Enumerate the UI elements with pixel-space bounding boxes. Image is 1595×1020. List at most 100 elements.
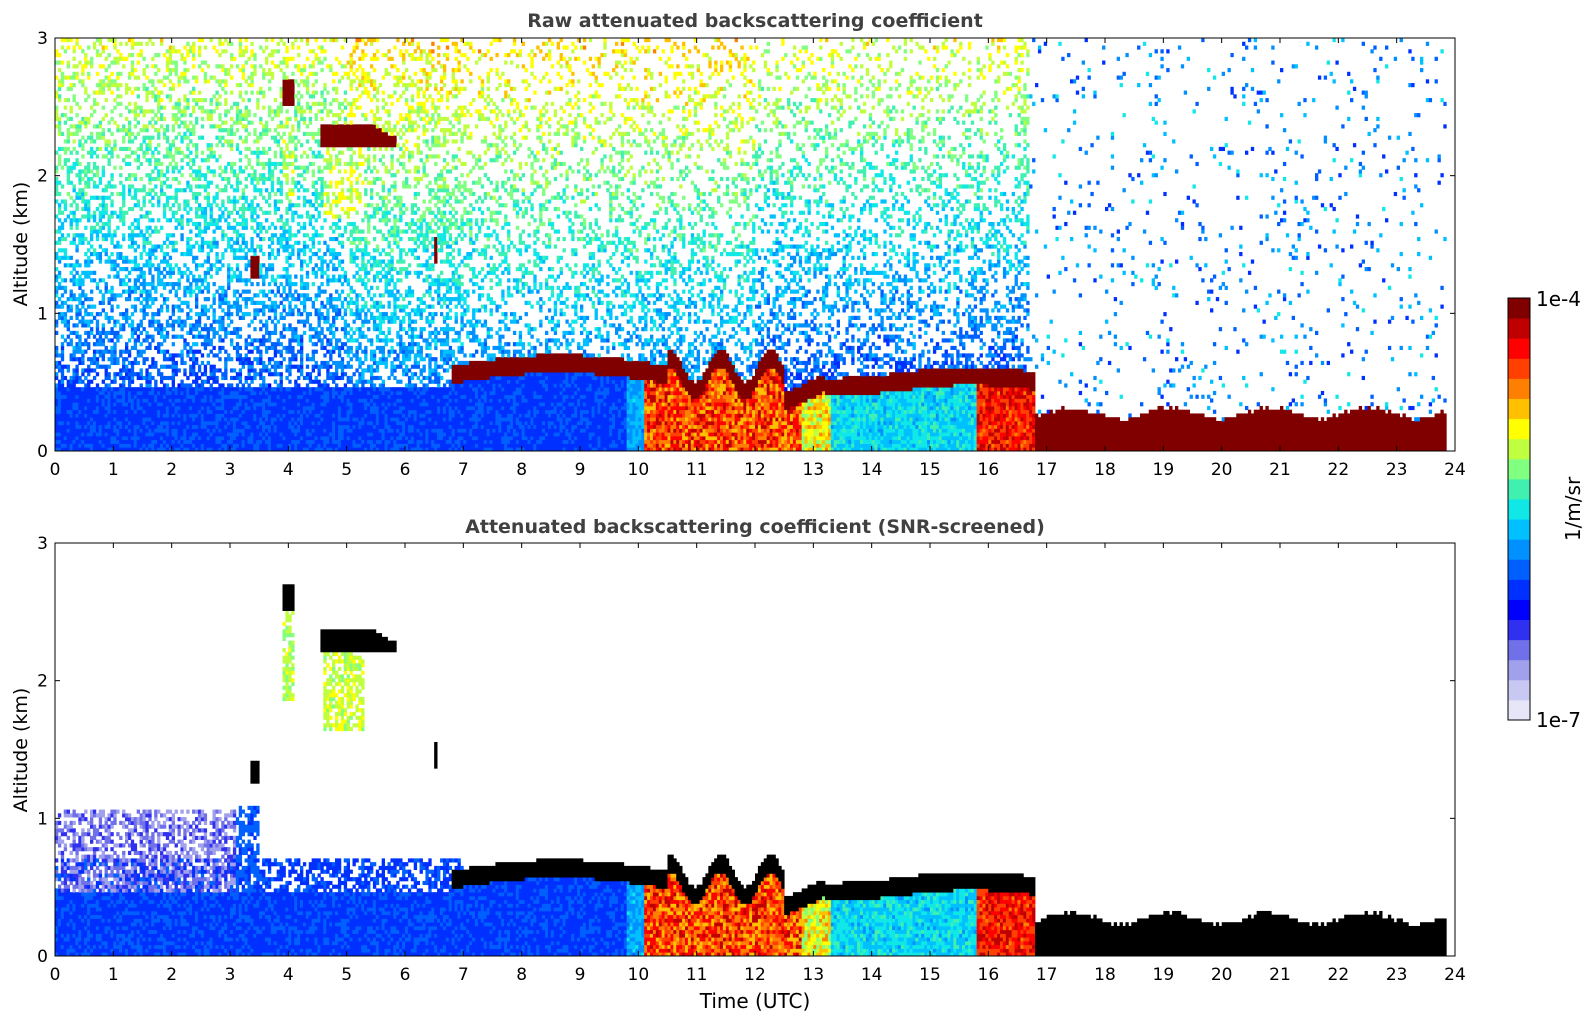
heat-cell bbox=[163, 383, 166, 387]
heat-cell bbox=[93, 368, 96, 372]
heat-cell bbox=[175, 440, 178, 444]
heat-cell bbox=[213, 346, 216, 350]
heat-cell bbox=[250, 76, 253, 80]
heat-cell bbox=[73, 214, 76, 218]
heat-cell bbox=[233, 169, 236, 173]
heat-cell bbox=[134, 297, 137, 301]
heat-cell bbox=[265, 229, 268, 233]
heat-cell bbox=[271, 372, 274, 376]
heat-cell bbox=[125, 211, 128, 215]
heat-cell bbox=[283, 395, 286, 399]
heat-cell bbox=[90, 387, 93, 391]
heat-cell bbox=[134, 263, 137, 267]
heat-cell bbox=[271, 267, 274, 271]
heat-cell bbox=[242, 428, 245, 432]
heat-cell bbox=[224, 350, 227, 354]
heat-cell bbox=[309, 199, 312, 203]
heat-cell bbox=[268, 391, 271, 395]
heat-cell bbox=[125, 357, 128, 361]
heat-cell bbox=[108, 143, 111, 147]
heat-cell bbox=[227, 226, 230, 230]
heat-cell bbox=[250, 248, 253, 252]
heat-cell bbox=[242, 203, 245, 207]
heat-cell bbox=[78, 293, 81, 297]
heat-cell bbox=[148, 391, 151, 395]
heat-cell bbox=[233, 173, 236, 177]
heat-cell bbox=[64, 263, 67, 267]
heat-cell bbox=[93, 91, 96, 95]
heat-cell bbox=[172, 410, 175, 414]
heat-cell bbox=[172, 214, 175, 218]
heat-cell bbox=[265, 436, 268, 440]
heat-cell bbox=[90, 252, 93, 256]
heat-cell bbox=[300, 361, 303, 365]
heat-cell bbox=[119, 391, 122, 395]
heat-cell bbox=[259, 271, 262, 275]
heat-cell bbox=[283, 421, 286, 425]
heat-cell bbox=[87, 432, 90, 436]
heat-cell bbox=[73, 57, 76, 61]
heat-cell bbox=[207, 154, 210, 158]
heat-cell bbox=[105, 421, 108, 425]
heat-cell bbox=[195, 282, 198, 286]
heat-cell bbox=[110, 425, 113, 429]
heat-cell bbox=[224, 312, 227, 316]
heat-cell bbox=[125, 106, 128, 110]
heat-cell bbox=[253, 169, 256, 173]
heat-cell bbox=[178, 49, 181, 53]
heat-cell bbox=[84, 308, 87, 312]
heat-cell bbox=[113, 233, 116, 237]
heat-cell bbox=[309, 380, 312, 384]
heat-cell bbox=[61, 380, 64, 384]
heat-cell bbox=[248, 207, 251, 211]
heat-cell bbox=[186, 102, 189, 106]
heat-cell bbox=[230, 143, 233, 147]
heat-cell bbox=[198, 169, 201, 173]
heat-cell bbox=[239, 413, 242, 417]
heat-cell bbox=[154, 94, 157, 98]
heat-cell bbox=[96, 173, 99, 177]
heat-cell bbox=[78, 173, 81, 177]
heat-cell bbox=[297, 229, 300, 233]
heat-cell bbox=[102, 87, 105, 91]
heat-cell bbox=[306, 320, 309, 324]
heat-cell bbox=[256, 410, 259, 414]
heat-cell bbox=[108, 184, 111, 188]
heat-cell bbox=[125, 350, 128, 354]
heat-cell bbox=[172, 286, 175, 290]
heat-cell bbox=[143, 275, 146, 279]
heat-cell bbox=[291, 417, 294, 421]
heat-cell bbox=[108, 256, 111, 260]
heat-cell bbox=[166, 443, 169, 447]
heat-cell bbox=[99, 353, 102, 357]
heat-cell bbox=[294, 440, 297, 444]
heat-cell bbox=[198, 263, 201, 267]
heat-cell bbox=[248, 57, 251, 61]
heat-cell bbox=[131, 184, 134, 188]
heat-cell bbox=[312, 226, 315, 230]
heat-cell bbox=[175, 241, 178, 245]
heat-cell bbox=[192, 162, 195, 166]
heat-cell bbox=[204, 443, 207, 447]
heat-cell bbox=[250, 297, 253, 301]
heat-cell bbox=[218, 79, 221, 83]
heat-cell bbox=[154, 128, 157, 132]
heat-cell bbox=[213, 229, 216, 233]
heat-cell bbox=[189, 271, 192, 275]
heat-cell bbox=[291, 443, 294, 447]
heat-cell bbox=[163, 428, 166, 432]
heat-cell bbox=[262, 365, 265, 369]
heat-cell bbox=[70, 109, 73, 113]
heat-cell bbox=[134, 346, 137, 350]
heat-cell bbox=[186, 106, 189, 110]
heat-cell bbox=[277, 413, 280, 417]
heat-cell bbox=[166, 233, 169, 237]
heat-cell bbox=[201, 417, 204, 421]
heat-cell bbox=[143, 282, 146, 286]
heat-cell bbox=[61, 256, 64, 260]
heat-cell bbox=[207, 184, 210, 188]
heat-cell bbox=[233, 252, 236, 256]
heat-cell bbox=[312, 413, 315, 417]
heat-cell bbox=[93, 387, 96, 391]
heat-cell bbox=[108, 222, 111, 226]
